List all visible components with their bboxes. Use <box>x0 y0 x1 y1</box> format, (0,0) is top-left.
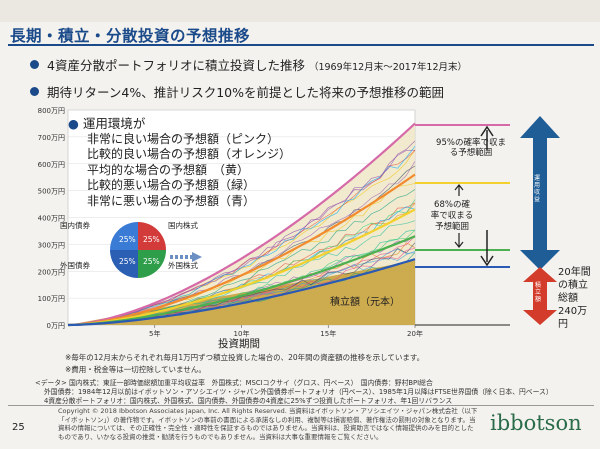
copyright-notice: Copyright © 2018 Ibbotson Associates Jap… <box>58 407 478 441</box>
title-underline <box>8 44 594 46</box>
x-tick-label: 20年 <box>407 329 423 338</box>
y-tick-label: 0万円 <box>47 322 65 330</box>
scenario-line-4 <box>67 258 416 327</box>
pie-value-bl: 25% <box>119 257 136 266</box>
y-tick-label: 700万円 <box>38 134 65 142</box>
bullet-2: 期待リターン4%、推計リスク10%を前提とした将来の予想推移の範囲 <box>30 82 444 101</box>
band68-label: 68%の確率で収まる予想範囲 <box>430 200 474 232</box>
x-axis-ticks: 5年 10年 15年 20年 <box>149 325 423 338</box>
y-tick-label: 300万円 <box>38 241 65 249</box>
y-tick-label: 400万円 <box>38 215 65 223</box>
note-1: ※毎年の12月末からそれぞれ毎月1万円ずつ積立投資した場合の、20年間の資産額の… <box>65 353 425 362</box>
total-principal-label: 20年間の積立総額240万円 <box>558 267 591 330</box>
range-annotations <box>415 116 560 326</box>
operating-gain-label: 運用収益 <box>534 175 541 203</box>
bullet-dot-icon <box>30 87 39 96</box>
y-tick-label: 500万円 <box>38 188 65 196</box>
scenario-line-0 <box>67 122 416 327</box>
allocation-pie: 25% 25% 25% 25% <box>110 222 166 278</box>
x-axis-title: 投資期間 <box>218 338 260 350</box>
pie-slice-domestic-stock <box>138 222 166 250</box>
y-tick-label: 800万円 <box>38 107 65 115</box>
y-axis-ticks: 0万円 100万円 200万円 300万円 400万円 500万円 600万円 700万円 80… <box>38 107 65 330</box>
page-number: 25 <box>12 422 25 433</box>
pie-label-foreign-stock: 外国株式 <box>168 261 198 270</box>
scenario-line-1 <box>67 173 416 327</box>
legend-item-yellow: 平均的な場合の予想額 （黄） <box>87 162 250 177</box>
ibbotson-logo: ibbotson <box>490 411 582 435</box>
band68-arrow-icons <box>454 184 464 248</box>
projection-range-area <box>68 123 415 325</box>
principal-area-label: 積立額（元本） <box>330 297 400 308</box>
bullet-2-text: 期待リターン4%、推計リスク10%を前提とした将来の予想推移の範囲 <box>47 85 444 100</box>
bullet-1-text: 4資産分散ポートフォリオに積立投資した推移 <box>47 58 305 73</box>
header-band <box>0 0 600 22</box>
legend-item-blue: 非常に悪い場合の予想額（青） <box>87 193 256 208</box>
pie-slice-foreign-stock <box>138 250 166 278</box>
data-source-3: 4資産分散ポートフォリオ：国内株式、外国株式、国内債券、外国債券の4資産に25%… <box>44 397 453 405</box>
note-2: ※費用・税金等は一切控除していません。 <box>65 365 206 374</box>
y-tick-label: 200万円 <box>38 268 65 276</box>
pie-arrow-icon <box>170 252 202 262</box>
bullet-1-period: （1969年12月末〜2017年12月末） <box>308 62 467 73</box>
x-tick-label: 10年 <box>234 329 250 338</box>
footer-divider <box>8 405 594 406</box>
page-title: 長期・積立・分散投資の予想推移 <box>10 27 251 45</box>
legend-item-pink: 非常に良い場合の予想額（ピンク） <box>87 131 280 146</box>
y-tick-label: 600万円 <box>38 161 65 169</box>
band95-label: 95%の確率で収まる予想範囲 <box>436 138 506 158</box>
bullet-dot-icon <box>30 60 39 69</box>
simulation-line <box>67 140 416 326</box>
data-source-2: 外国債券：1984年12月以前はイボットソン・アソシエイツ・ジャパン外国債券ポー… <box>44 388 553 396</box>
scenario-line-2 <box>67 208 416 327</box>
pie-slice-domestic-bond <box>110 222 138 250</box>
pie-slice-foreign-bond <box>110 250 138 278</box>
legend-heading: ● 運用環境が <box>68 116 146 131</box>
y-tick-label: 100万円 <box>38 295 65 303</box>
band95-arrow-up-icon <box>480 125 494 150</box>
data-source-1: <データ> 国内株式：東証一部時価総額加重平均収益率 外国株式：MSCIコクサイ… <box>35 379 433 387</box>
bullet-1: 4資産分散ポートフォリオに積立投資した推移 （1969年12月末〜2017年12… <box>30 55 467 74</box>
x-tick-label: 15年 <box>320 329 336 338</box>
x-tick-label: 5年 <box>149 329 160 338</box>
principal-arrow-icon <box>523 267 557 325</box>
legend-item-orange: 比較的良い場合の予想額（オレンジ） <box>87 147 292 161</box>
pie-value-br: 25% <box>143 257 160 266</box>
scenario-line-3 <box>67 235 416 327</box>
allocation-pie-group: 国内債券 国内株式 外国債券 外国株式 25% 25% 25% 25% <box>60 220 205 282</box>
pie-value-tr: 25% <box>143 235 160 244</box>
pie-label-foreign-bond: 外国債券 <box>60 261 90 270</box>
scenario-legend: ● 運用環境が 非常に良い場合の予想額（ピンク） 比較的良い場合の予想額（オレン… <box>68 116 291 209</box>
principal-arrow-label: 積立額 <box>535 282 542 303</box>
operating-gain-arrow-icon <box>520 116 560 270</box>
scenario-lines <box>67 122 416 327</box>
pie-label-domestic-bond: 国内債券 <box>60 221 90 230</box>
pie-value-tl: 25% <box>119 235 136 244</box>
legend-item-green: 比較的悪い場合の予想額（緑） <box>87 178 256 192</box>
pie-label-domestic-stock: 国内株式 <box>168 221 198 230</box>
